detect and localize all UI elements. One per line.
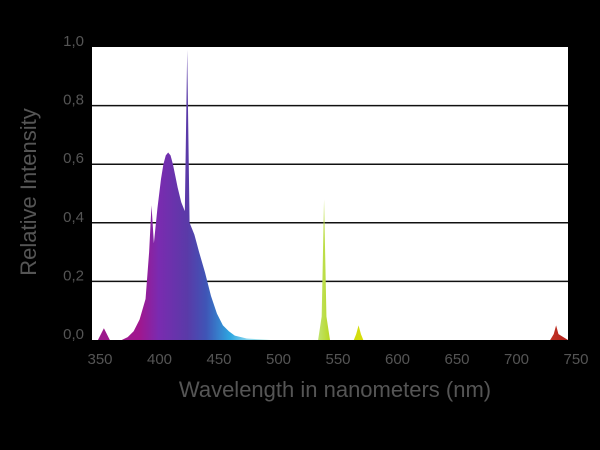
y-axis-label: Relative Intensity (16, 108, 41, 276)
y-tick-label-0: 0,0 (63, 326, 84, 343)
x-tick-label-500: 500 (266, 351, 291, 368)
y-tick-label-1: 0,2 (63, 267, 84, 284)
y-tick-label-4: 0,8 (63, 92, 84, 109)
y-tick-label-2: 0,4 (63, 209, 84, 226)
x-tick-label-600: 600 (385, 351, 410, 368)
x-tick-label-450: 450 (206, 351, 231, 368)
x-tick-label-550: 550 (325, 351, 350, 368)
x-tick-label-650: 650 (444, 351, 469, 368)
x-tick-label-750: 750 (563, 351, 588, 368)
y-axis-ticks: 0,0 0,2 0,4 0,6 0,8 1,0 (63, 33, 84, 343)
y-tick-label-3: 0,6 (63, 150, 84, 167)
x-axis-ticks: 350 400 450 500 550 600 650 700 750 (87, 351, 588, 368)
x-tick-label-350: 350 (87, 351, 112, 368)
x-tick-label-700: 700 (504, 351, 529, 368)
y-tick-label-5: 1,0 (63, 33, 84, 50)
x-tick-label-400: 400 (147, 351, 172, 368)
x-axis-label: Wavelength in nanometers (nm) (179, 377, 491, 402)
spectrum-area (92, 49, 568, 341)
